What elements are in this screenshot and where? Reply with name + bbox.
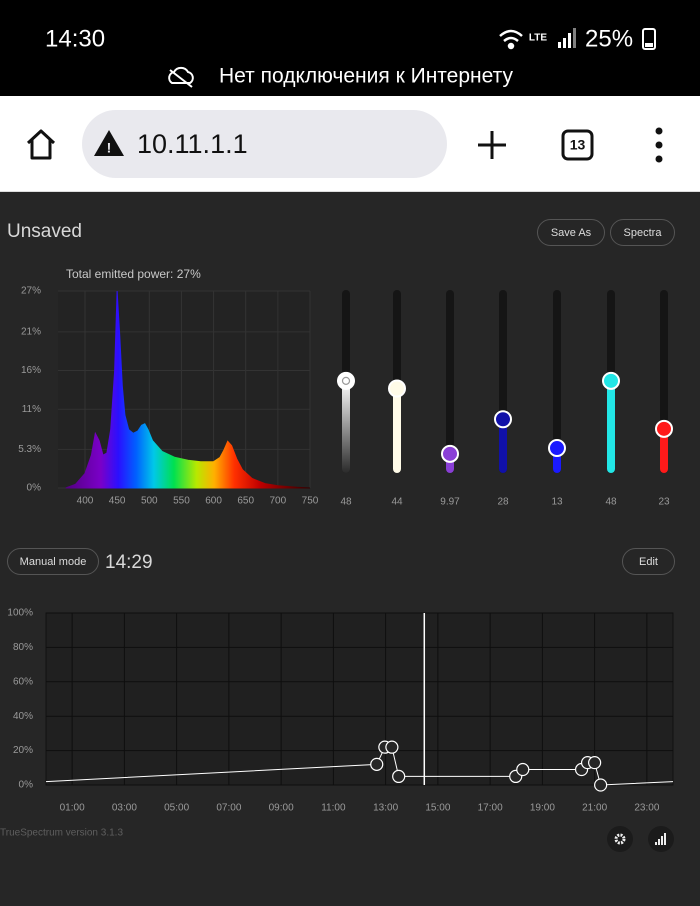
clock: 14:30 bbox=[45, 25, 105, 52]
slider-value: 48 bbox=[340, 497, 352, 508]
x-tick-label: 550 bbox=[173, 496, 190, 507]
schedule-point[interactable] bbox=[370, 757, 384, 771]
slider-fill bbox=[607, 380, 615, 473]
brightness-icon bbox=[341, 376, 351, 385]
x-tick-label: 650 bbox=[237, 496, 254, 507]
x-tick-label: 19:00 bbox=[530, 803, 555, 814]
lte-icon: LTE bbox=[529, 33, 547, 44]
y-tick-label: 16% bbox=[21, 365, 41, 376]
signal-button-icon bbox=[655, 833, 666, 845]
x-tick-label: 07:00 bbox=[216, 803, 241, 814]
x-tick-label: 500 bbox=[141, 496, 158, 507]
slider-value: 28 bbox=[497, 497, 509, 508]
current-time: 14:29 bbox=[105, 552, 153, 573]
manual-mode-button[interactable] bbox=[7, 548, 99, 575]
warning-icon bbox=[94, 130, 124, 156]
y-tick-label: 27% bbox=[21, 286, 41, 297]
status-bar bbox=[0, 0, 700, 96]
x-tick-label: 17:00 bbox=[478, 803, 503, 814]
slider-value: 48 bbox=[605, 497, 617, 508]
y-tick-label: 20% bbox=[13, 745, 33, 756]
x-tick-label: 11:00 bbox=[321, 803, 346, 814]
spectra-button[interactable] bbox=[610, 219, 675, 246]
y-tick-label: 11% bbox=[22, 404, 41, 415]
x-tick-label: 23:00 bbox=[634, 803, 659, 814]
battery-level: 25% bbox=[585, 25, 633, 52]
home-button[interactable] bbox=[26, 129, 56, 160]
slider-value: 9.97 bbox=[440, 497, 460, 508]
chart-title: Total emitted power: 27% bbox=[66, 267, 201, 281]
y-tick-label: 60% bbox=[13, 676, 33, 687]
slider-fill bbox=[499, 419, 507, 473]
y-tick-label: 80% bbox=[13, 642, 33, 653]
slider-track bbox=[553, 290, 561, 473]
x-tick-label: 15:00 bbox=[425, 803, 450, 814]
slider-track bbox=[446, 290, 454, 473]
tab-count: 13 bbox=[570, 137, 586, 153]
slider-knob[interactable] bbox=[655, 419, 673, 438]
offline-notice: Нет подключения к Интернету bbox=[219, 65, 513, 88]
schedule-point[interactable] bbox=[594, 778, 608, 792]
x-tick-label: 600 bbox=[205, 496, 222, 507]
warning-mark: ! bbox=[107, 140, 112, 156]
menu-button[interactable] bbox=[655, 127, 663, 163]
y-tick-label: 100% bbox=[7, 608, 33, 619]
y-tick-label: 40% bbox=[13, 711, 33, 722]
battery-icon bbox=[642, 28, 656, 50]
schedule-point[interactable] bbox=[588, 756, 602, 770]
schedule-point[interactable] bbox=[385, 740, 399, 754]
x-tick-label: 700 bbox=[270, 496, 287, 507]
offline-icon bbox=[168, 66, 194, 88]
spectra-label: Spectra bbox=[624, 227, 663, 239]
x-tick-label: 05:00 bbox=[164, 803, 189, 814]
slider-fill bbox=[393, 388, 401, 473]
slider-knob[interactable] bbox=[337, 371, 355, 390]
slider-knob[interactable] bbox=[548, 439, 566, 458]
spectrum-area bbox=[65, 290, 311, 489]
y-tick-label: 0% bbox=[27, 483, 42, 494]
x-tick-label: 09:00 bbox=[269, 803, 294, 814]
new-tab-button[interactable] bbox=[478, 131, 506, 159]
battery-fill bbox=[645, 43, 653, 47]
settings-button[interactable] bbox=[607, 826, 633, 852]
schedule-point[interactable] bbox=[392, 769, 406, 784]
x-tick-label: 01:00 bbox=[60, 803, 85, 814]
address-bar[interactable] bbox=[82, 110, 447, 178]
url: 10.11.1.1 bbox=[137, 129, 248, 159]
tabs-button[interactable] bbox=[561, 129, 594, 161]
x-tick-label: 13:00 bbox=[373, 803, 398, 814]
settings-icon bbox=[614, 833, 626, 845]
schedule-point[interactable] bbox=[516, 762, 530, 777]
x-tick-label: 450 bbox=[109, 496, 126, 507]
slider-knob[interactable] bbox=[494, 410, 512, 429]
wifi-icon bbox=[499, 29, 523, 50]
slider-value: 44 bbox=[391, 497, 403, 508]
slider-value: 13 bbox=[551, 497, 563, 508]
edit-button[interactable] bbox=[622, 548, 675, 575]
x-tick-label: 21:00 bbox=[582, 803, 607, 814]
y-tick-label: 21% bbox=[21, 326, 41, 337]
save-as-button[interactable] bbox=[537, 219, 605, 246]
y-tick-label: 5.3% bbox=[18, 444, 41, 455]
slider-knob[interactable] bbox=[388, 379, 406, 398]
slider-value: 23 bbox=[658, 497, 670, 508]
slider-knob[interactable] bbox=[441, 444, 459, 463]
slider-knob[interactable] bbox=[602, 371, 620, 390]
y-tick-label: 0% bbox=[19, 780, 34, 791]
x-tick-label: 03:00 bbox=[112, 803, 137, 814]
slider-fill bbox=[342, 380, 350, 473]
manual-mode-label: Manual mode bbox=[20, 556, 87, 568]
edit-label: Edit bbox=[639, 556, 658, 568]
slider-fill bbox=[660, 428, 668, 473]
x-tick-label: 400 bbox=[77, 496, 94, 507]
version: TrueSpectrum version 3.1.3 bbox=[0, 828, 123, 839]
plot-background bbox=[45, 612, 674, 786]
save-as-label: Save As bbox=[551, 227, 592, 239]
signal-icon bbox=[558, 28, 576, 48]
profile-name: Unsaved bbox=[7, 221, 82, 242]
x-tick-label: 750 bbox=[302, 496, 319, 507]
